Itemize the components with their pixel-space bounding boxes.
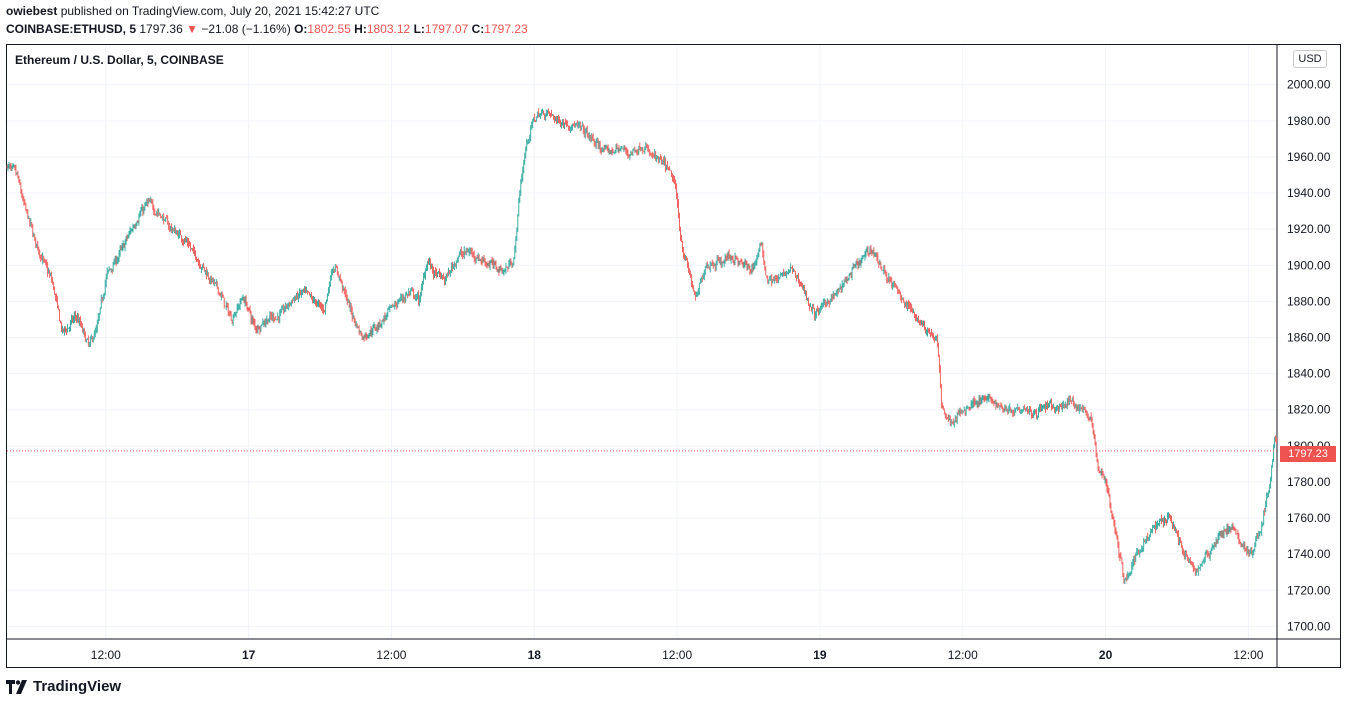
y-tick-label: 1820.00: [1287, 403, 1331, 417]
close-label: C:: [471, 22, 485, 36]
x-tick-label: 12:00: [948, 648, 978, 662]
last-price: 1797.36: [139, 22, 183, 36]
y-tick-label: 1880.00: [1287, 294, 1331, 308]
y-tick-label: 1940.00: [1287, 186, 1331, 200]
y-tick-label: 1840.00: [1287, 367, 1331, 381]
x-tick-label: 19: [813, 648, 827, 662]
down-arrow-icon: ▼: [186, 22, 198, 36]
y-tick-label: 1900.00: [1287, 258, 1331, 272]
y-tick-label: 1920.00: [1287, 222, 1331, 236]
chart-frame: [6, 44, 1341, 668]
y-tick-label: 1700.00: [1287, 619, 1331, 633]
y-tick-label: 1740.00: [1287, 547, 1331, 561]
x-tick-label: 12:00: [91, 648, 121, 662]
x-tick-label: 18: [528, 648, 542, 662]
x-tick-label: 20: [1099, 648, 1113, 662]
y-tick-label: 1960.00: [1287, 150, 1331, 164]
y-tick-label: 2000.00: [1287, 78, 1331, 92]
current-price-tag: 1797.23: [1280, 446, 1336, 462]
publication-info: published on TradingView.com, July 20, 2…: [60, 4, 380, 18]
ohlc-line: COINBASE:ETHUSD, 5 1797.36 ▼ −21.08 (−1.…: [6, 22, 528, 36]
x-tick-label: 17: [242, 648, 256, 662]
y-tick-label: 1980.00: [1287, 114, 1331, 128]
tradingview-brand: TradingView: [6, 678, 121, 695]
symbol-label: COINBASE:ETHUSD, 5: [6, 22, 137, 36]
y-tick-label: 1860.00: [1287, 330, 1331, 344]
currency-button[interactable]: USD: [1293, 50, 1327, 68]
low-label: L:: [413, 22, 425, 36]
high-value: 1803.12: [366, 22, 411, 36]
y-tick-label: 1760.00: [1287, 511, 1331, 525]
close-value: 1797.23: [484, 22, 528, 36]
open-value: 1802.55: [307, 22, 351, 36]
publication-line: owiebest published on TradingView.com, J…: [6, 4, 379, 18]
y-tick-label: 1780.00: [1287, 475, 1331, 489]
brand-name: TradingView: [33, 678, 122, 695]
x-tick-label: 12:00: [1233, 648, 1263, 662]
x-tick-label: 12:00: [376, 648, 406, 662]
high-label: H:: [354, 22, 367, 36]
price-change: −21.08 (−1.16%): [201, 22, 291, 36]
low-value: 1797.07: [424, 22, 469, 36]
y-tick-label: 1720.00: [1287, 583, 1331, 597]
tradingview-logo-icon: [6, 679, 27, 694]
x-tick-label: 12:00: [662, 648, 692, 662]
publisher-name: owiebest: [6, 4, 58, 18]
open-label: O:: [294, 22, 308, 36]
chart-legend-title: Ethereum / U.S. Dollar, 5, COINBASE: [15, 53, 224, 67]
